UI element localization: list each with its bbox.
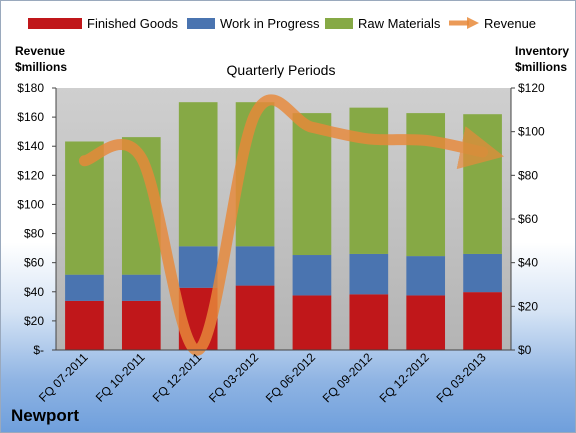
bar-raw-materials-8 <box>463 114 502 254</box>
right-tick-label: $40 <box>518 256 538 270</box>
left-tick-label: $20 <box>24 314 44 328</box>
right-axis: $0 $20 $40 $60 $80 $100 $120 <box>510 81 545 357</box>
legend-swatch-work-in-progress <box>187 18 215 29</box>
bar-work-in-progress-5 <box>292 255 332 296</box>
left-tick-label: $80 <box>24 227 44 241</box>
right-tick-label: $80 <box>518 168 538 182</box>
bar-finished-goods-2 <box>121 300 161 350</box>
bar-work-in-progress-1 <box>65 274 104 301</box>
bar-work-in-progress-3 <box>178 246 218 288</box>
bar-raw-materials-6 <box>349 107 389 254</box>
legend-arrow-revenue <box>467 17 479 29</box>
revenue-line-group <box>78 94 505 356</box>
legend-label-work-in-progress: Work in Progress <box>220 16 320 31</box>
left-axis-title-line2: $millions <box>15 60 67 74</box>
x-axis: FQ 07-2011 FQ 10-2011 FQ 12-2011 FQ 03-2012… <box>36 349 511 405</box>
bar-raw-materials-3 <box>178 102 218 247</box>
bar-work-in-progress-4 <box>235 246 275 286</box>
legend-swatch-raw-materials <box>325 18 353 29</box>
legend: Finished Goods Work in Progress Raw Mate… <box>28 16 536 31</box>
bar-finished-goods-1 <box>65 300 104 350</box>
bar-finished-goods-8 <box>463 292 502 350</box>
chart-title: Quarterly Periods <box>227 62 336 78</box>
legend-swatch-finished-goods <box>28 18 82 29</box>
x-tick-label: FQ 07-2011 <box>36 350 91 405</box>
right-tick-label: $100 <box>518 125 545 139</box>
x-tick-label: FQ 12-2011 <box>150 350 205 405</box>
left-tick-label: $140 <box>17 139 44 153</box>
legend-label-raw-materials: Raw Materials <box>358 16 441 31</box>
bar-work-in-progress-8 <box>463 253 502 293</box>
right-tick-label: $0 <box>518 343 532 357</box>
company-name: Newport <box>11 406 79 425</box>
right-tick-label: $20 <box>518 299 538 313</box>
bar-finished-goods-7 <box>406 295 446 350</box>
left-tick-label: $120 <box>17 168 44 182</box>
left-tick-label: $60 <box>24 256 44 270</box>
bar-work-in-progress-2 <box>121 274 161 301</box>
left-axis-title-line1: Revenue <box>15 44 65 58</box>
right-tick-label: $120 <box>518 81 545 95</box>
bar-finished-goods-4 <box>235 285 275 350</box>
left-tick-label: $160 <box>17 110 44 124</box>
x-tick-label: FQ 12-2012 <box>377 350 432 405</box>
revenue-line <box>78 94 505 356</box>
bar-work-in-progress-6 <box>349 253 389 295</box>
left-tick-label: $- <box>33 343 44 357</box>
x-tick-label: FQ 06-2012 <box>263 350 318 405</box>
right-tick-label: $60 <box>518 212 538 226</box>
x-tick-label: FQ 03-2012 <box>206 350 261 405</box>
left-axis: $- $20 $40 $60 $80 $100 $120 $140 $160 $180 <box>17 81 57 357</box>
x-tick-label: FQ 09-2012 <box>320 350 375 405</box>
legend-label-finished-goods: Finished Goods <box>87 16 179 31</box>
x-tick-label: FQ 10-2011 <box>93 350 148 405</box>
left-tick-label: $180 <box>17 81 44 95</box>
x-tick-label: FQ 03-2013 <box>433 350 488 405</box>
left-tick-label: $100 <box>17 197 44 211</box>
right-axis-title-line1: Inventory <box>515 44 569 58</box>
bar-finished-goods-5 <box>292 295 332 350</box>
legend-label-revenue: Revenue <box>484 16 536 31</box>
left-tick-label: $40 <box>24 285 44 299</box>
bar-raw-materials-5 <box>292 113 332 256</box>
right-axis-title-line2: $millions <box>515 60 567 74</box>
bar-work-in-progress-7 <box>406 256 446 296</box>
bar-finished-goods-6 <box>349 294 389 350</box>
